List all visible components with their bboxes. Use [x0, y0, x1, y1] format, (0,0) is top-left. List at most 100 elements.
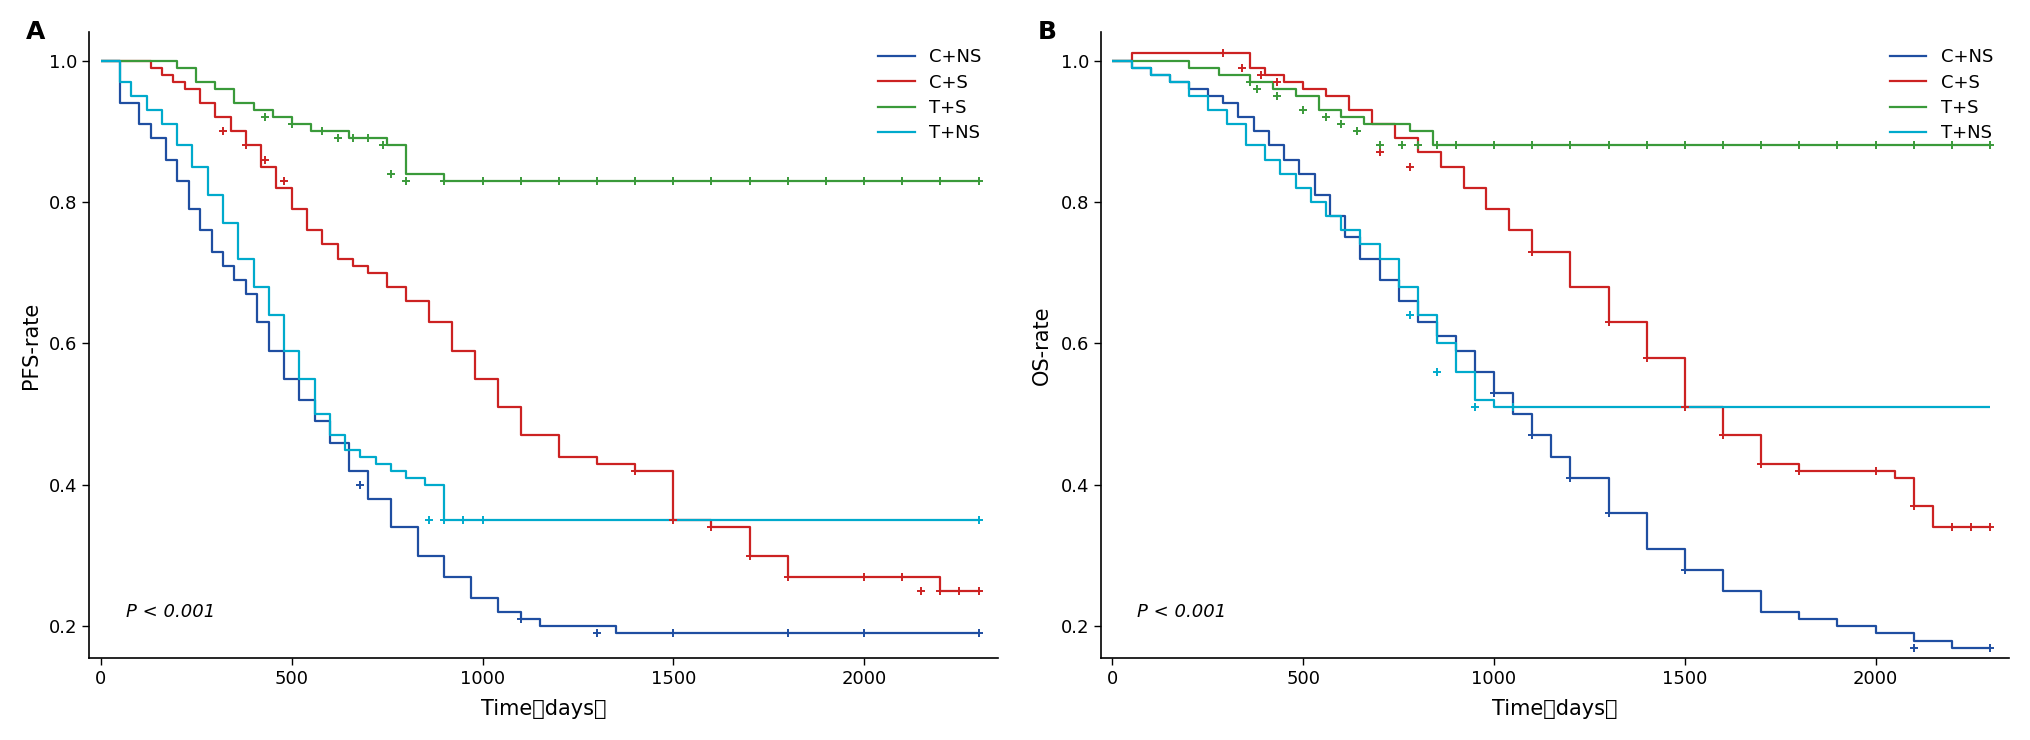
T+S [1261, 84, 1285, 93]
C+NS [1750, 608, 1774, 616]
T+NS [1269, 169, 1293, 178]
T+S [1283, 92, 1307, 101]
C+S [1711, 431, 1736, 440]
C+S [1382, 134, 1407, 143]
T+S [128, 56, 152, 65]
C+NS [528, 622, 552, 631]
C+S [160, 77, 185, 86]
C+NS [966, 629, 991, 638]
T+NS [1119, 63, 1143, 72]
T+S [317, 127, 341, 135]
T+S [223, 98, 248, 107]
C+NS [256, 346, 280, 355]
Line: C+NS: C+NS [1112, 61, 1989, 648]
C+NS [177, 205, 201, 214]
C+NS [546, 622, 570, 631]
C+NS [1482, 388, 1506, 397]
C+NS [154, 155, 179, 164]
T+NS [432, 516, 457, 525]
T+NS [349, 452, 374, 461]
T+NS [211, 219, 235, 228]
T+NS [195, 190, 219, 199]
C+NS [1634, 544, 1659, 553]
Line: C+S: C+S [102, 61, 978, 591]
T+S [164, 63, 189, 72]
C+S [737, 551, 761, 560]
C+S [1188, 49, 1212, 58]
C+NS [1100, 56, 1125, 65]
C+S [1405, 148, 1429, 157]
C+S [1100, 56, 1125, 65]
T+NS [1330, 226, 1354, 235]
T+NS [1100, 56, 1125, 65]
Y-axis label: PFS-rate: PFS-rate [20, 302, 41, 388]
C+S [394, 297, 418, 306]
C+S [150, 70, 175, 79]
Line: C+S: C+S [1112, 53, 1989, 528]
C+NS [380, 523, 404, 532]
C+S [928, 587, 952, 596]
T+NS [1348, 240, 1372, 249]
C+S [173, 84, 197, 93]
T+S [146, 56, 171, 65]
C+NS [603, 629, 627, 638]
T+NS [1177, 92, 1202, 101]
Y-axis label: OS-rate: OS-rate [1033, 306, 1052, 385]
T+S [1330, 112, 1354, 121]
T+S [1177, 63, 1202, 72]
T+NS [1482, 403, 1506, 411]
X-axis label: Time（days）: Time（days） [481, 699, 607, 719]
C+S [1634, 353, 1659, 362]
C+NS [585, 622, 609, 631]
T+NS [394, 474, 418, 482]
T+S [1374, 120, 1399, 129]
T+S [1352, 120, 1376, 129]
C+S [1902, 502, 1926, 511]
C+S [1157, 49, 1181, 58]
C+S [128, 56, 152, 65]
C+S [775, 573, 800, 582]
C+NS [108, 98, 132, 107]
T+NS [1500, 403, 1525, 411]
C+NS [1348, 254, 1372, 263]
Line: T+S: T+S [102, 61, 978, 181]
T+NS [1157, 77, 1181, 86]
C+NS [1257, 141, 1281, 149]
C+NS [485, 608, 510, 616]
C+S [1882, 474, 1906, 482]
T+S [394, 169, 418, 178]
C+S [355, 269, 380, 278]
C+NS [1334, 233, 1358, 242]
C+S [441, 346, 465, 355]
C+S [280, 205, 304, 214]
C+S [508, 431, 532, 440]
C+S [1920, 523, 1945, 532]
T+NS [1443, 367, 1468, 376]
Line: T+NS: T+NS [102, 61, 978, 520]
C+S [416, 317, 441, 326]
C+S [1139, 49, 1163, 58]
C+NS [1157, 77, 1181, 86]
C+NS [1500, 410, 1525, 419]
T+NS [1313, 212, 1338, 221]
T+S [89, 56, 114, 65]
T+S [355, 134, 380, 143]
T+NS [242, 283, 266, 292]
T+NS [1139, 70, 1163, 79]
C+NS [662, 629, 686, 638]
T+NS [108, 77, 132, 86]
T+NS [120, 92, 144, 101]
T+NS [1283, 184, 1307, 192]
C+NS [1405, 317, 1429, 326]
Line: T+S: T+S [1112, 61, 1989, 145]
C+NS [1711, 587, 1736, 596]
C+NS [1317, 212, 1342, 221]
T+NS [1368, 254, 1393, 263]
T+NS [363, 460, 388, 468]
T+NS [380, 466, 404, 475]
T+NS [256, 311, 280, 320]
C+NS [1177, 84, 1202, 93]
T+NS [1299, 198, 1324, 206]
C+S [1200, 49, 1224, 58]
C+S [1238, 63, 1263, 72]
